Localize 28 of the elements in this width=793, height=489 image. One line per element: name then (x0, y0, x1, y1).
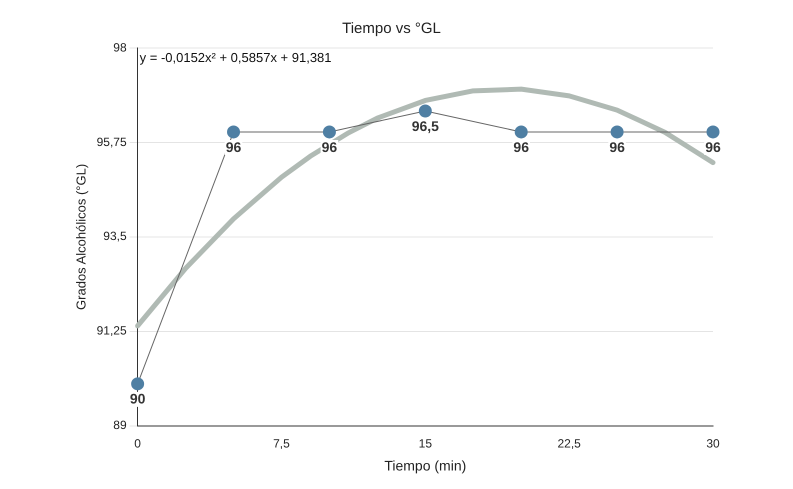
x-tick-label: 7,5 (273, 436, 290, 450)
point (706, 125, 720, 138)
x-tick-label: 15 (418, 436, 432, 450)
x-tick-label: 30 (706, 436, 720, 450)
annotation: y = -0,0152x² + 0,5857x + 91,381 (140, 50, 332, 66)
point (131, 377, 144, 390)
data-label: 96,5 (412, 118, 440, 134)
y-axis-title: Grados Alcohólicos (°GL) (73, 164, 88, 310)
x-tick-label: 0 (134, 436, 142, 450)
data-label: 96 (513, 138, 530, 155)
y-tick-label: 98 (113, 40, 127, 54)
chart-title: Tiempo vs °GL (342, 20, 441, 38)
point (610, 125, 624, 138)
data-label: 96 (609, 138, 626, 155)
point (227, 125, 240, 138)
x-axis-title: Tiempo (min) (384, 457, 466, 474)
point (418, 104, 432, 118)
y-tick-label: 89 (113, 418, 127, 432)
data-label: 90 (130, 390, 146, 407)
data-label: 96 (322, 138, 338, 155)
y-tick-label: 95,75 (96, 134, 127, 149)
y-tick-label: 91,25 (96, 324, 127, 338)
data-label: 96 (226, 138, 242, 155)
point (322, 125, 336, 138)
y-tick-label: 93,5 (103, 229, 127, 244)
data-label: 96 (705, 138, 721, 155)
point (514, 125, 528, 138)
x-tick-label: 22,5 (557, 436, 582, 450)
